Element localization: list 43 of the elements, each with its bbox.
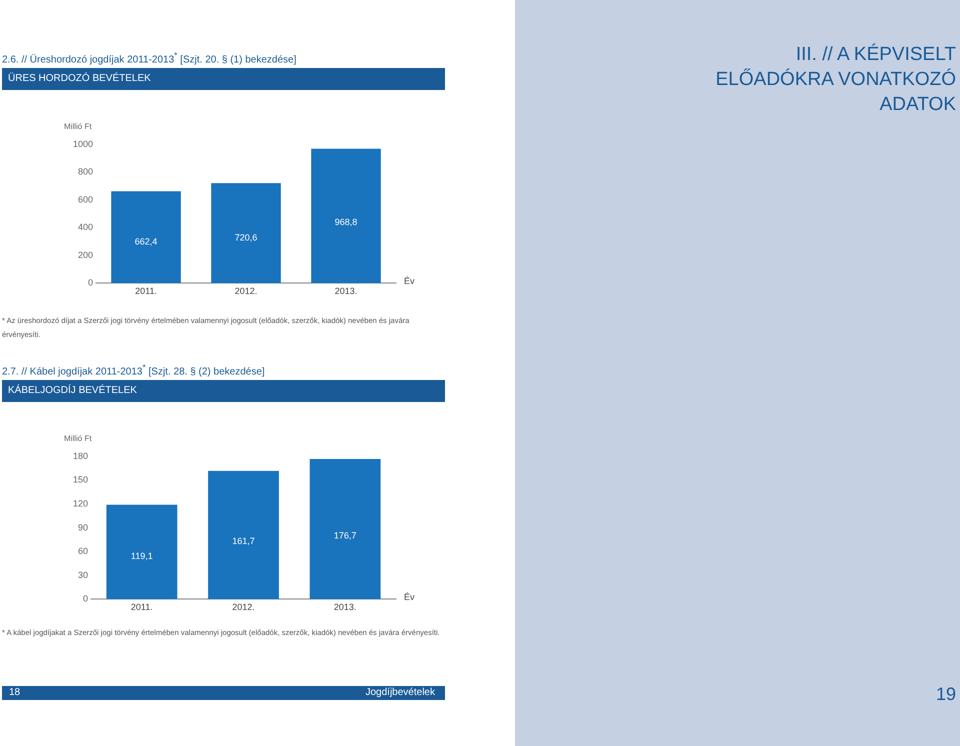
data-label: 119,1 xyxy=(130,551,153,562)
y-axis-title: Millió Ft xyxy=(64,122,92,131)
text: Jogdíjbevételek xyxy=(364,686,435,700)
x-tick-label: 2013. xyxy=(334,602,356,612)
bar xyxy=(310,459,381,600)
chart-title: 2.7. // Kábel jogdíjak 2011-2013$^{*}$ [Szjt. 28. § (2) bekezdése] xyxy=(2,362,265,378)
text: III. // A KÉPVISELT ELŐADÓKRA VONATKOZÓ ADATOK xyxy=(714,42,956,117)
bar xyxy=(311,148,381,284)
chart-subtitle: ÜRES HORDOZÓ BEVÉTELEK xyxy=(2,68,445,90)
y-tick-label: 90 xyxy=(78,522,88,532)
data-label: 968,8 xyxy=(334,217,358,228)
bar xyxy=(111,191,181,284)
y-tick-label: 400 xyxy=(78,222,94,232)
bar xyxy=(106,504,178,600)
y-tick-label: 120 xyxy=(72,498,88,508)
text: 19 xyxy=(934,684,956,705)
text: 18 xyxy=(9,686,20,700)
x-axis-title: Év xyxy=(404,592,415,602)
y-axis-title: Millió Ft xyxy=(64,434,92,443)
x-tick-label: 2013. xyxy=(334,286,358,296)
chart-subtitle: KÁBELJOGDÍJ BEVÉTELEK xyxy=(2,380,445,402)
x-axis-title: Év xyxy=(404,276,415,286)
data-label: 161,7 xyxy=(232,536,255,546)
bar xyxy=(208,470,279,600)
x-tick-label: 2011. xyxy=(135,286,157,296)
y-tick-label: 800 xyxy=(78,166,94,177)
y-tick-label: 150 xyxy=(72,474,88,485)
y-tick-label: 600 xyxy=(78,194,94,204)
data-label: 662,4 xyxy=(134,236,158,246)
y-tick-label: 30 xyxy=(78,570,88,580)
chart-title: 2.6. // Üreshordozó jogdíjak 2011-2013$^{*}$ [Szjt. 20. § (1) bekezdése] xyxy=(2,50,296,66)
x-tick-label: 2011. xyxy=(130,602,153,612)
bar xyxy=(211,183,281,284)
x-tick-label: 2012. xyxy=(232,602,255,612)
data-label: 720,6 xyxy=(234,232,258,243)
y-tick-label: 1000 xyxy=(72,138,94,149)
data-label: 176,7 xyxy=(334,530,356,541)
x-tick-label: 2012. xyxy=(234,286,258,296)
y-tick-label: 60 xyxy=(78,546,88,556)
y-tick-label: 0 xyxy=(88,278,94,288)
y-tick-label: 200 xyxy=(78,250,94,260)
y-tick-label: 180 xyxy=(72,450,88,461)
y-tick-label: 0 xyxy=(83,594,88,604)
